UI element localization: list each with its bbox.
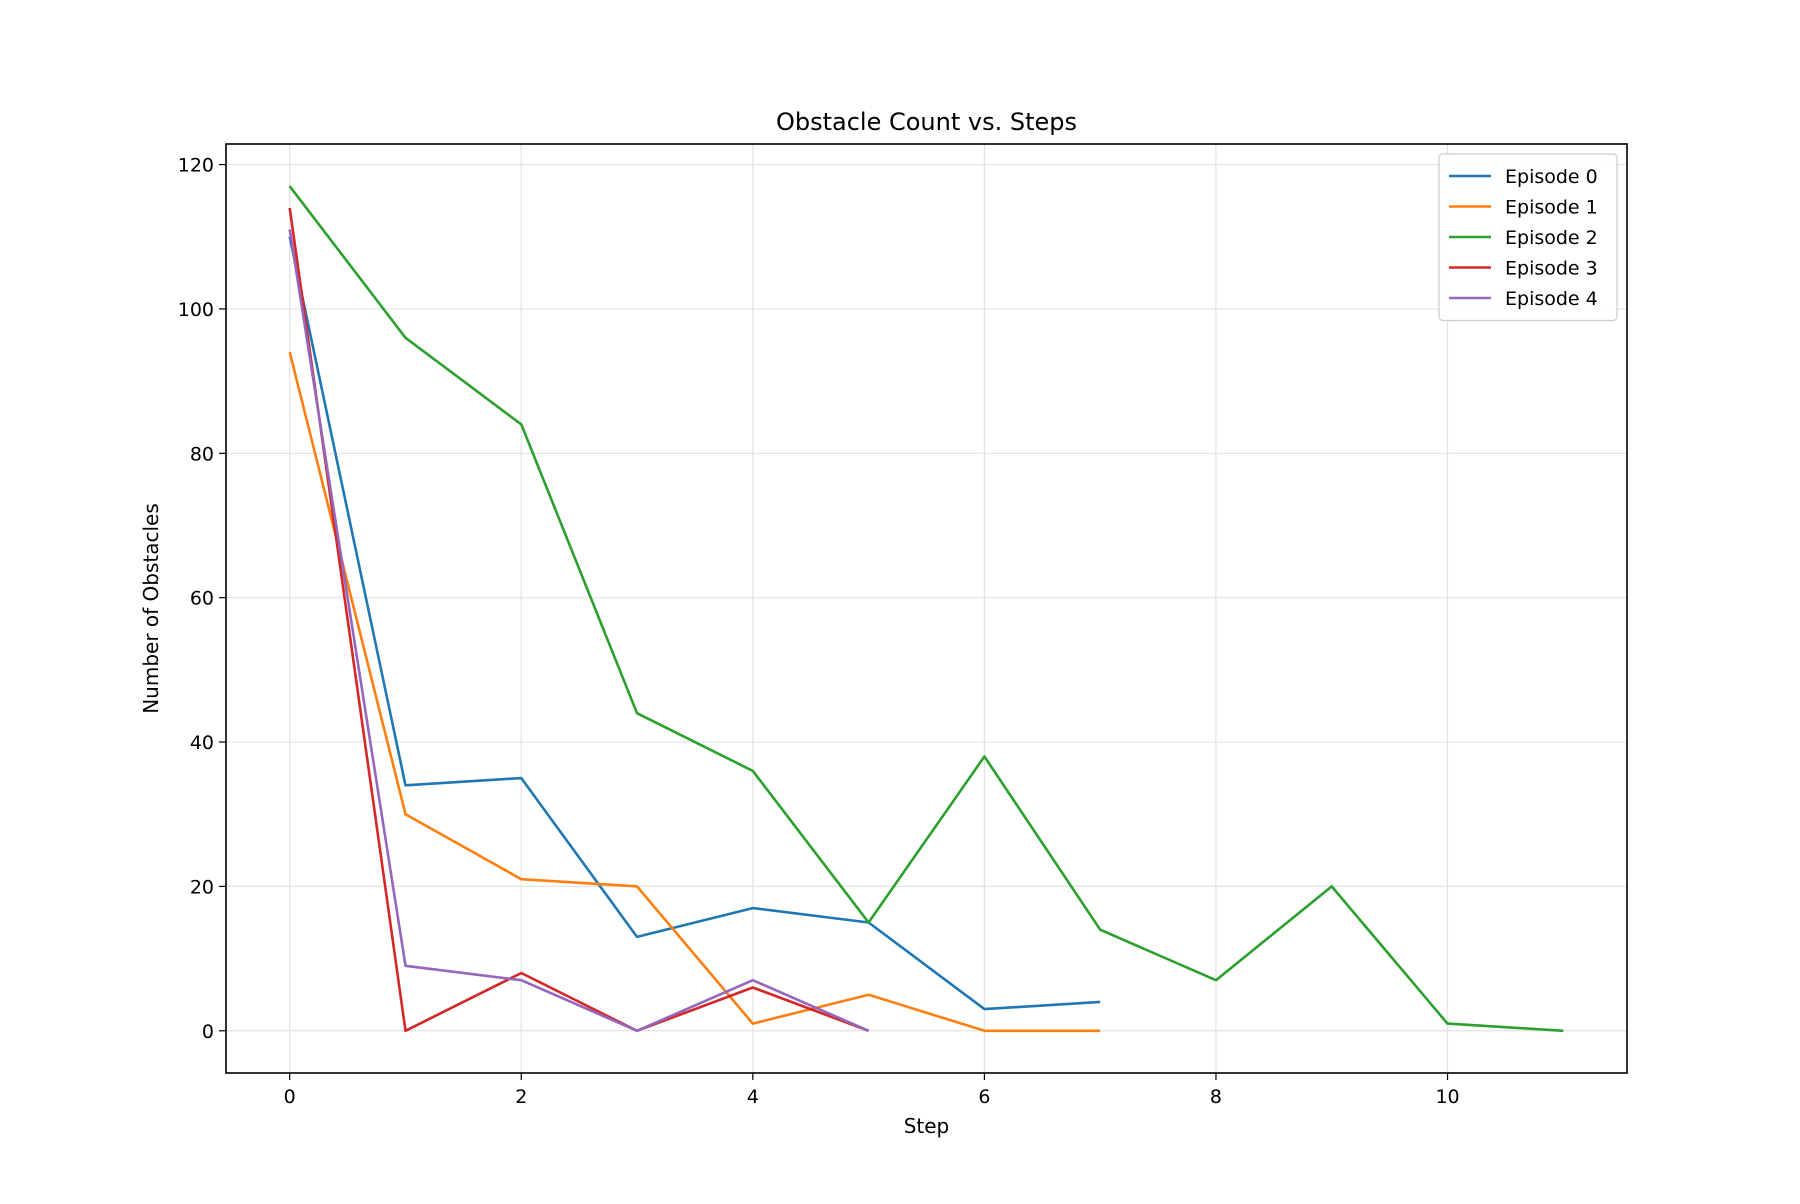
x-tick-label: 6 (978, 1086, 990, 1108)
y-tick-label: 80 (190, 443, 214, 465)
x-tick-label: 0 (284, 1086, 296, 1108)
series-line-episode-0 (288, 236, 1101, 1011)
series-line-episode-1 (288, 351, 1101, 1033)
x-axis-label: Step (904, 1114, 950, 1138)
legend-label-episode-1: Episode 1 (1505, 197, 1598, 219)
x-tick-label: 2 (515, 1086, 527, 1108)
x-axis-ticks: 0 2 4 6 8 10 (284, 1073, 1460, 1108)
legend-label-episode-4: Episode 4 (1505, 288, 1598, 310)
y-axis-label: Number of Obstacles (139, 503, 163, 714)
legend-label-episode-3: Episode 3 (1505, 258, 1598, 280)
legend-label-episode-2: Episode 2 (1505, 227, 1598, 249)
y-tick-label: 40 (190, 732, 214, 754)
series-line-episode-3 (288, 207, 870, 1033)
y-tick-label: 20 (190, 876, 214, 898)
x-tick-label: 4 (747, 1086, 759, 1108)
series-lines (288, 185, 1564, 1033)
legend: Episode 0 Episode 1 Episode 2 Episode 3 Epis… (1438, 153, 1618, 322)
x-tick-label: 8 (1210, 1086, 1222, 1108)
y-tick-label: 120 (178, 155, 214, 177)
grid-lines (226, 144, 1627, 1073)
y-tick-label: 100 (178, 299, 214, 321)
series-line-episode-4 (288, 229, 870, 1033)
plot-area-frame (225, 143, 1628, 1074)
x-tick-label: 10 (1435, 1086, 1459, 1108)
chart-title: Obstacle Count vs. Steps (776, 108, 1077, 136)
legend-box (1438, 153, 1618, 322)
y-tick-label: 60 (190, 588, 214, 610)
legend-label-episode-0: Episode 0 (1505, 166, 1598, 188)
series-line-episode-2 (288, 185, 1564, 1033)
y-tick-label: 0 (202, 1021, 214, 1043)
y-axis-ticks: 0 20 40 60 80 100 120 (178, 155, 226, 1043)
